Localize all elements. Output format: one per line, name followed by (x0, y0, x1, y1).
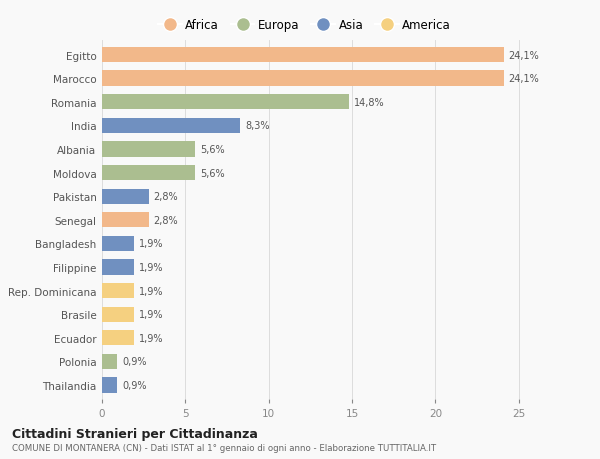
Legend: Africa, Europa, Asia, America: Africa, Europa, Asia, America (158, 19, 451, 32)
Bar (102, 189, 149, 204)
Bar (102, 166, 196, 181)
Bar (102, 307, 134, 322)
Text: 1,9%: 1,9% (139, 286, 163, 296)
Bar (102, 118, 241, 134)
Text: 24,1%: 24,1% (509, 50, 539, 61)
Text: 1,9%: 1,9% (139, 263, 163, 273)
Bar (102, 236, 134, 252)
Bar (102, 330, 134, 346)
Bar (102, 213, 149, 228)
Bar (102, 260, 134, 275)
Text: 5,6%: 5,6% (200, 145, 225, 155)
Bar (102, 71, 503, 87)
Text: 1,9%: 1,9% (139, 239, 163, 249)
Text: Cittadini Stranieri per Cittadinanza: Cittadini Stranieri per Cittadinanza (12, 427, 258, 440)
Text: 2,8%: 2,8% (154, 215, 178, 225)
Text: 24,1%: 24,1% (509, 74, 539, 84)
Text: 5,6%: 5,6% (200, 168, 225, 178)
Text: COMUNE DI MONTANERA (CN) - Dati ISTAT al 1° gennaio di ogni anno - Elaborazione : COMUNE DI MONTANERA (CN) - Dati ISTAT al… (12, 443, 436, 452)
Bar (102, 142, 196, 157)
Text: 14,8%: 14,8% (353, 98, 384, 107)
Bar (102, 95, 349, 110)
Bar (102, 378, 117, 393)
Text: 0,9%: 0,9% (122, 357, 146, 367)
Text: 2,8%: 2,8% (154, 192, 178, 202)
Text: 8,3%: 8,3% (245, 121, 270, 131)
Bar (102, 354, 117, 369)
Text: 1,9%: 1,9% (139, 309, 163, 319)
Bar (102, 48, 503, 63)
Text: 0,9%: 0,9% (122, 380, 146, 390)
Bar (102, 283, 134, 299)
Text: 1,9%: 1,9% (139, 333, 163, 343)
